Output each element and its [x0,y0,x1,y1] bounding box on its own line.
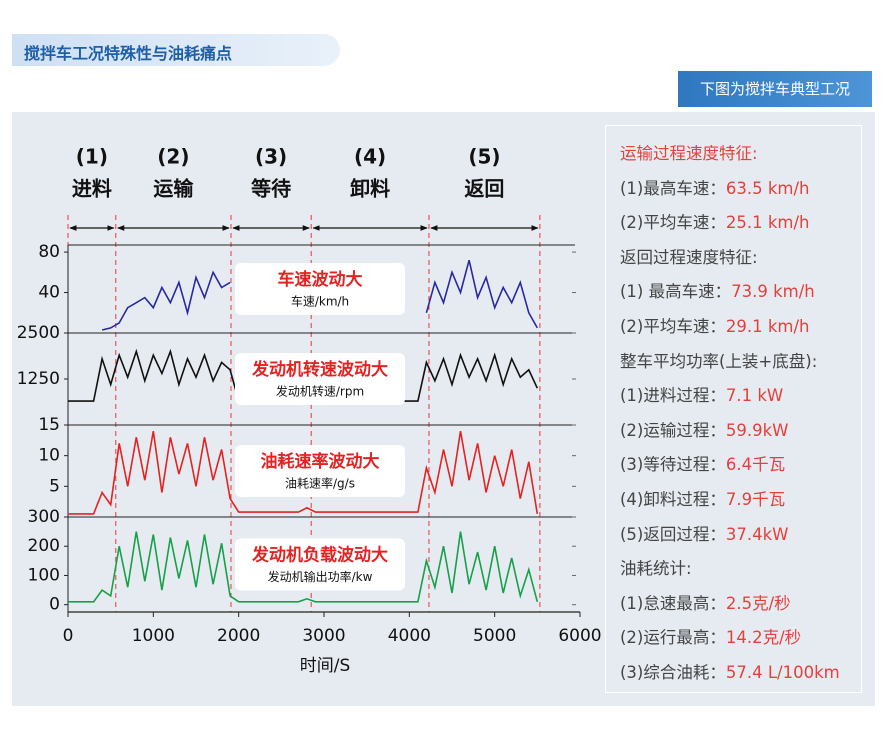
phase-name: 返回 [464,177,504,201]
y-tick-label: 5 [49,476,60,496]
section-tab: 搅拌车工况特殊性与油耗痛点 [12,34,340,66]
item-value: 29.1 km/h [725,316,810,336]
data-line [68,430,539,515]
x-tick-label: 3000 [302,626,345,646]
y-tick-label: 1250 [17,369,60,389]
item-value: 7.9千瓦 [725,489,786,509]
phase-name: 进料 [72,177,112,201]
y-tick-label: 100 [28,565,60,585]
annotation-box [235,353,405,405]
annotation-subtitle: 油耗速率/g/s [285,476,355,491]
summary-item: (1) 最高车速：73.9 km/h [620,278,861,313]
summary-heading: 油耗统计: [620,559,692,579]
y-tick-label: 2500 [17,323,60,343]
phase-number: (5) [468,145,500,169]
item-label: (2)运行最高： [620,628,726,648]
item-label: (1) 最高车速： [620,282,732,302]
data-line [101,270,231,331]
item-value: 25.1 km/h [725,213,810,233]
phase-name: 等待 [251,177,291,201]
data-line [68,531,539,603]
banner: 下图为搅拌车典型工况 [678,71,872,107]
summary-item: (3)等待过程：6.4千瓦 [620,451,861,486]
summary-heading: 整车平均功率(上装+底盘): [620,351,818,371]
x-tick-label: 1000 [132,626,175,646]
item-label: (3)等待过程： [620,455,726,475]
item-label: (3)综合油耗： [620,662,726,682]
phase-name: 卸料 [350,177,390,201]
item-value: 59.9kW [725,420,789,440]
summary-item: (2)运行最高：14.2克/秒 [620,624,861,659]
item-label: (1)进料过程： [620,386,726,406]
summary-item: (4)卸料过程：7.9千瓦 [620,486,861,521]
x-axis-label: 时间/S [300,656,351,676]
annotation-subtitle: 发动机转速/rpm [276,384,364,399]
y-tick-label: 40 [38,283,60,303]
y-tick-label: 10 [38,446,60,466]
item-label: (2)平均车速： [620,213,726,233]
phase-number: (2) [157,145,189,169]
y-tick-label: 80 [38,242,60,262]
phase-name: 运输 [153,177,194,201]
x-tick-label: 0 [63,626,74,646]
item-value: 2.5克/秒 [725,593,791,613]
phase-number: (1) [76,145,108,169]
summary-heading: 返回过程速度特征: [620,247,758,267]
x-tick-label: 5000 [473,626,516,646]
annotation-subtitle: 车速/km/h [291,294,349,309]
annotation-box [235,263,405,315]
annotation-title: 车速波动大 [278,269,363,290]
phase-number: (3) [255,145,287,169]
item-value: 37.4kW [725,524,789,544]
summary-item: (1)最高车速：63.5 km/h [620,175,861,210]
item-label: (2)运输过程： [620,420,726,440]
annotation-box [235,445,405,497]
item-value: 6.4千瓦 [725,455,786,475]
summary-heading: 运输过程速度特征: [620,144,758,163]
y-tick-label: 0 [49,595,60,615]
annotation-subtitle: 发动机输出功率/kw [268,569,373,584]
summary-item: (2)平均车速：25.1 km/h [620,209,861,244]
annotation-title: 油耗速率波动大 [261,451,380,472]
data-line [425,259,538,329]
item-value: 73.9 km/h [731,282,815,302]
annotation-title: 发动机负载波动大 [251,545,388,566]
item-label: (2)平均车速： [620,316,726,336]
item-value: 63.5 km/h [725,178,810,198]
summary-item: (3)综合油耗：57.4 L/100km [620,659,861,694]
x-tick-label: 4000 [388,626,431,646]
item-value: 14.2克/秒 [725,628,802,648]
x-tick-label: 6000 [558,626,601,646]
summary-item: (2)平均车速：29.1 km/h [620,313,861,348]
summary-item: (5)返回过程：37.4kW [620,521,861,556]
item-label: (4)卸料过程： [620,489,726,509]
summary-item: (2)运输过程：59.9kW [620,417,861,452]
summary-item: (1)进料过程：7.1 kW [620,382,861,417]
annotation-title: 发动机转速波动大 [251,359,388,380]
item-value: 57.4 L/100km [725,662,840,682]
summary-item: (1)怠速最高：2.5克/秒 [620,590,861,625]
summary-panel: 运输过程速度特征: (1)最高车速：63.5 km/h (2)平均车速：25.1 k… [605,125,862,693]
item-value: 7.1 kW [725,386,784,406]
y-tick-label: 200 [28,536,60,556]
item-label: (1)最高车速： [620,178,726,198]
item-label: (1)怠速最高： [620,593,726,613]
annotation-box [235,538,405,591]
y-tick-label: 15 [38,415,60,435]
phase-number: (4) [354,145,386,169]
x-tick-label: 2000 [217,626,260,646]
y-tick-label: 300 [28,507,60,527]
item-label: (5)返回过程： [620,524,726,544]
section-title: 搅拌车工况特殊性与油耗痛点 [24,44,233,63]
